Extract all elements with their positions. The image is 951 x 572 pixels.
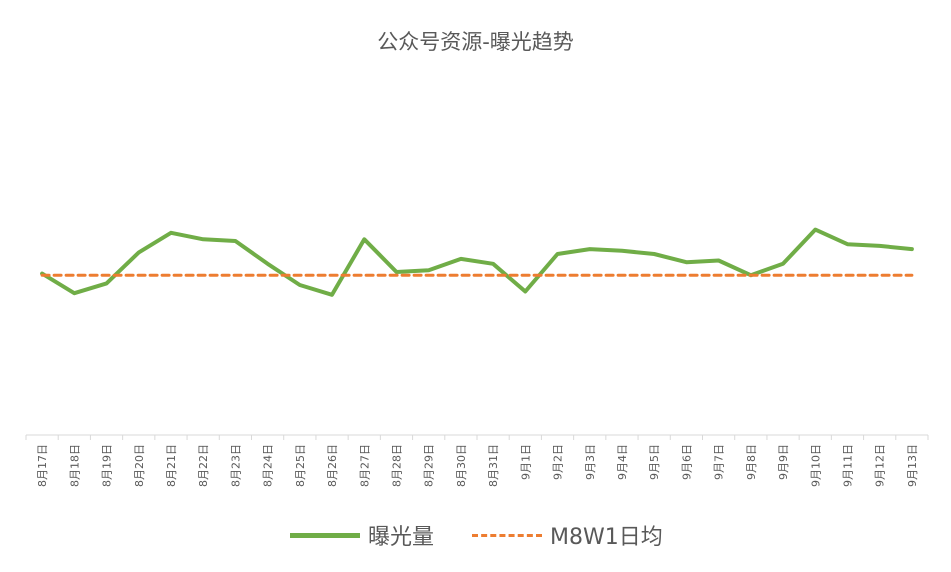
x-tick-label: 9月3日: [584, 444, 597, 480]
x-tick-label: 8月28日: [390, 444, 403, 487]
x-tick-label: 9月5日: [648, 444, 661, 480]
x-tick-label: 8月19日: [101, 444, 114, 487]
legend-label: M8W1日均: [550, 525, 663, 550]
x-tick-label: 8月18日: [68, 444, 81, 487]
x-tick-label: 8月26日: [326, 444, 339, 487]
x-tick-label: 8月31日: [487, 444, 500, 487]
x-tick-label: 8月27日: [358, 444, 371, 487]
x-tick-label: 9月10日: [809, 444, 822, 487]
x-tick-label: 8月17日: [36, 444, 49, 487]
x-tick-label: 9月4日: [616, 444, 629, 480]
x-tick-label: 8月25日: [294, 444, 307, 487]
legend-label: 曝光量: [368, 525, 435, 550]
x-tick-label: 8月21日: [165, 444, 178, 487]
x-tick-label: 9月6日: [680, 444, 693, 480]
chart-title: 公众号资源-曝光趋势: [377, 30, 574, 54]
x-tick-label: 9月13日: [906, 444, 919, 487]
x-axis: [25, 434, 929, 440]
x-tick-labels: 8月17日 8月18日 8月19日 8月20日 8月21日 8月22日 8月23日 8月24日…: [36, 444, 919, 487]
legend-item-exposure: 曝光量: [290, 518, 434, 552]
x-tick-label: 9月9日: [777, 444, 790, 480]
series-line-0: [40, 227, 914, 297]
x-tick-label: 8月20日: [133, 444, 146, 487]
x-tick-label: 9月2日: [552, 444, 565, 480]
legend-swatch-dashed-line: [472, 533, 542, 537]
x-tick-label: 9月8日: [745, 444, 758, 480]
x-tick-label: 8月24日: [262, 444, 275, 487]
x-tick-label: 8月23日: [229, 444, 242, 487]
x-tick-label: 9月7日: [713, 444, 726, 480]
legend-swatch-solid-line: [290, 532, 360, 538]
x-tick-label: 8月29日: [423, 444, 436, 487]
legend: 曝光量 M8W1日均: [0, 518, 951, 552]
legend-item-average: M8W1日均: [472, 518, 663, 552]
x-tick-label: 9月11日: [841, 444, 854, 487]
x-tick-label: 8月22日: [197, 444, 210, 487]
series-layer: [40, 227, 914, 297]
x-tick-label: 8月30日: [455, 444, 468, 487]
x-tick-label: 9月1日: [519, 444, 532, 480]
x-tick-label: 9月12日: [874, 444, 887, 487]
